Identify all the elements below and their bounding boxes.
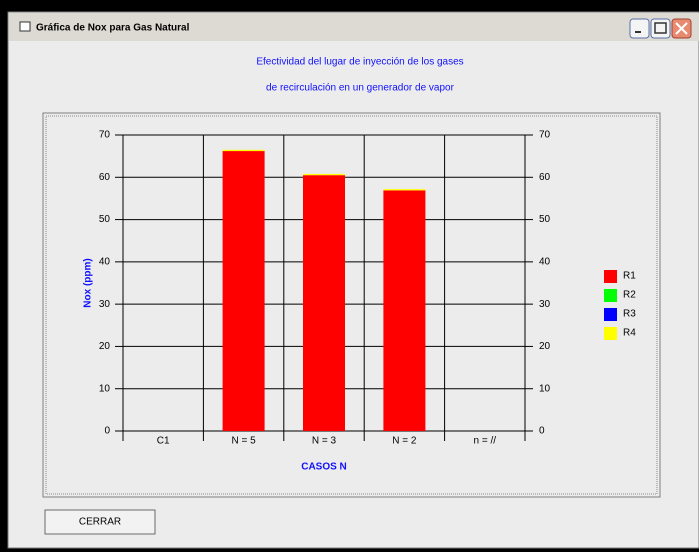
legend-swatch	[604, 327, 617, 340]
y2-tick-label: 20	[539, 341, 551, 352]
y2-tick-label: 40	[539, 256, 551, 267]
window-controls[interactable]	[629, 18, 692, 39]
bar-segment	[222, 149, 265, 152]
y-tick-label: 10	[99, 383, 111, 394]
y-tick-label: 30	[99, 299, 111, 310]
x-tick-label: C1	[157, 436, 170, 447]
legend-swatch	[604, 289, 617, 302]
y2-tick-label: 70	[539, 130, 551, 141]
bar-segment	[303, 175, 345, 431]
y-tick-label: 60	[99, 172, 111, 183]
chart-inner-frame	[45, 115, 658, 495]
y-tick-label: 40	[99, 256, 111, 267]
x-tick-label: N = 3	[312, 436, 337, 447]
chart-frame	[42, 112, 661, 498]
y-tick-label: 20	[99, 341, 111, 352]
window-icon	[19, 21, 31, 32]
close-dialog-button[interactable]	[44, 509, 156, 535]
legend-label: R2	[623, 290, 636, 301]
legend-label: R3	[623, 309, 636, 320]
y2-tick-label: 60	[539, 172, 551, 183]
x-axis-label: CASOS N	[301, 462, 347, 473]
legend-swatch	[604, 308, 617, 321]
bar-segment	[383, 189, 426, 191]
maximize-button[interactable]	[650, 18, 671, 39]
y-tick-label: 0	[104, 426, 110, 437]
chart-title: Efectividad del lugar de inyección de lo…	[256, 57, 463, 68]
y2-tick-label: 0	[539, 426, 545, 437]
x-tick-label: N = 5	[232, 436, 257, 447]
y2-tick-label: 30	[539, 299, 551, 310]
minimize-button[interactable]	[629, 18, 650, 39]
legend-label: R1	[623, 271, 636, 282]
window-title: Gráfica de Nox para Gas Natural	[36, 23, 190, 34]
y-tick-label: 50	[99, 214, 111, 225]
title-bar	[9, 13, 699, 41]
x-tick-label: n = //	[474, 436, 497, 447]
bar-segment	[303, 173, 345, 176]
y-tick-label: 70	[99, 130, 111, 141]
legend-label: R4	[623, 328, 636, 339]
button-label[interactable]: CERRAR	[79, 517, 121, 528]
y-axis-label: Nox (ppm)	[83, 258, 94, 307]
y2-tick-label: 10	[539, 383, 551, 394]
y2-tick-label: 50	[539, 214, 551, 225]
legend-swatch	[604, 270, 617, 283]
chart-title: de recirculación en un generador de vapo…	[266, 83, 455, 94]
x-tick-label: N = 2	[392, 436, 417, 447]
bar-segment	[222, 151, 265, 431]
bar-segment	[383, 190, 426, 431]
